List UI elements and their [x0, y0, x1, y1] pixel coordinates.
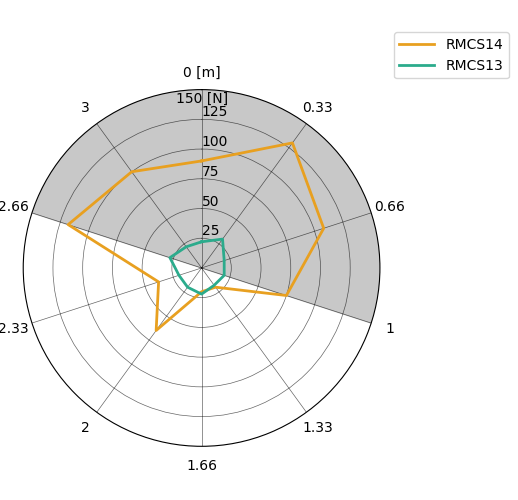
RMCS13 [221, 272, 227, 278]
RMCS14 [155, 279, 162, 285]
RMCS13 [184, 284, 191, 290]
RMCS14 [212, 284, 219, 290]
RMCS13 [220, 236, 226, 242]
Text: 0 [m]: 0 [m] [183, 66, 220, 80]
RMCS14 [65, 222, 71, 228]
Legend: RMCS14, RMCS13: RMCS14, RMCS13 [394, 32, 509, 78]
Text: 150 [N]: 150 [N] [176, 92, 227, 106]
RMCS13 [167, 254, 173, 260]
RMCS14 [198, 158, 205, 164]
Line: RMCS14: RMCS14 [68, 143, 324, 330]
RMCS13 [198, 291, 205, 297]
RMCS14 [290, 140, 296, 146]
RMCS14 [128, 169, 135, 175]
RMCS13 [183, 244, 189, 250]
Line: RMCS13: RMCS13 [170, 239, 224, 294]
RMCS14 [198, 288, 205, 294]
RMCS14 [283, 292, 290, 298]
RMCS14 [198, 158, 205, 164]
RMCS14 [321, 226, 327, 232]
RMCS14 [153, 328, 159, 334]
RMCS13 [198, 239, 205, 245]
Polygon shape [32, 90, 380, 323]
RMCS13 [176, 272, 182, 278]
RMCS13 [211, 282, 217, 288]
RMCS13 [198, 239, 205, 245]
RMCS13 [221, 258, 227, 264]
